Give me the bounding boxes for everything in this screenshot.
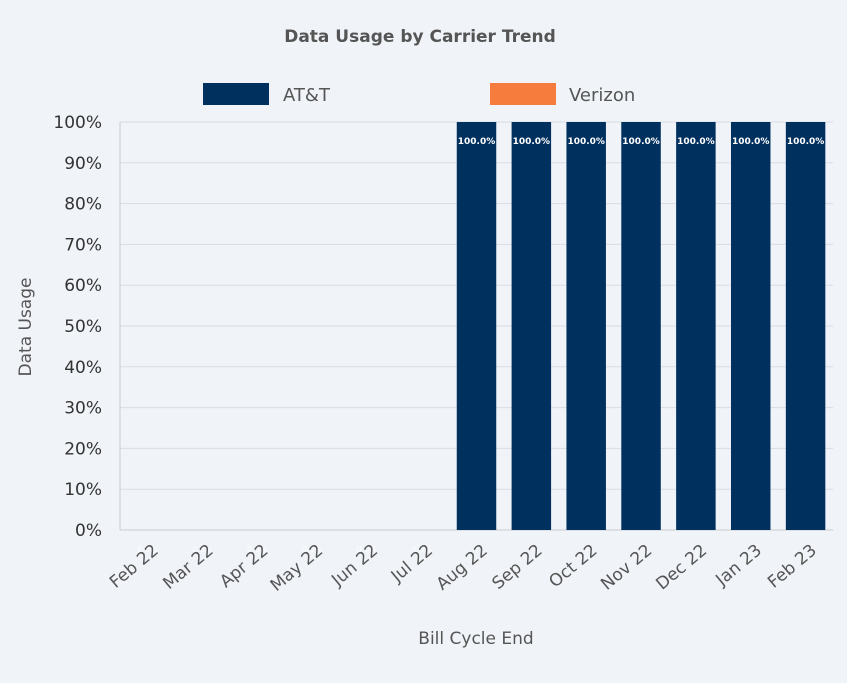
bar-att [456,122,497,530]
legend-swatch-att [203,83,269,105]
bar-data-label: 0.0% [302,545,323,554]
chart-title: Data Usage by Carrier Trend [284,27,556,47]
bar-data-label: 100.0% [787,137,825,147]
x-tick-label: Aug 22 [433,541,492,595]
bar-att [676,122,716,530]
x-tick-label: Sep 22 [488,541,546,594]
y-tick-label: 70% [64,235,102,255]
bar-data-label: 100.0% [458,137,496,147]
y-tick-label: 90% [64,154,102,174]
bar-att [785,122,826,530]
x-tick-label: Oct 22 [545,541,601,593]
x-tick-label: Apr 22 [216,541,272,593]
legend-swatch-verizon [490,83,556,105]
x-axis-label: Bill Cycle End [418,629,533,649]
bar-att [621,122,661,530]
bar-data-label: 0.0% [137,545,158,554]
legend: AT&T Verizon [203,83,635,106]
y-tick-label: 60% [64,276,102,296]
bar-data-label: 0.0% [247,545,268,554]
y-tick-label: 20% [64,439,102,459]
y-tick-label: 100% [53,113,102,133]
x-tick-label: Jun 22 [327,541,382,591]
y-tick-label: 50% [64,317,102,337]
y-tick-label: 80% [64,195,102,215]
bar-data-label: 100.0% [567,137,605,147]
bar-att [511,122,552,530]
bar-att [730,122,771,530]
bars [456,122,826,530]
legend-label-att: AT&T [283,85,331,106]
x-tick-label: Feb 22 [106,541,163,593]
bar-data-label: 0.0% [192,545,213,554]
bar-data-labels: 0.0% 0.0% 0.0% 0.0% 0.0% 0.0% 100.0% 100.0% 100.… [137,137,824,554]
bar-data-label: 100.0% [677,137,715,147]
x-tick-label: May 22 [267,541,327,596]
bar-data-label: 0.0% [411,545,432,554]
bar-data-label: 0.0% [357,545,378,554]
bar-data-label: 100.0% [513,137,551,147]
bar-att [566,122,606,530]
y-tick-label: 0% [75,521,102,541]
y-tick-label: 10% [64,480,102,500]
bar-data-label: 100.0% [622,137,660,147]
x-tick-label: Feb 23 [764,541,821,593]
x-tick-label: Mar 22 [159,541,217,594]
y-tick-label: 30% [64,399,102,419]
bar-data-label: 100.0% [732,137,770,147]
legend-label-verizon: Verizon [569,85,635,106]
y-axis-ticks: 0% 10% 20% 30% 40% 50% 60% 70% 80% 90% 100% [53,113,102,541]
x-tick-label: Jan 23 [712,541,766,591]
x-tick-label: Dec 22 [652,541,711,595]
y-tick-label: 40% [64,358,102,378]
x-tick-label: Nov 22 [597,541,656,595]
y-axis-label: Data Usage [16,278,36,377]
